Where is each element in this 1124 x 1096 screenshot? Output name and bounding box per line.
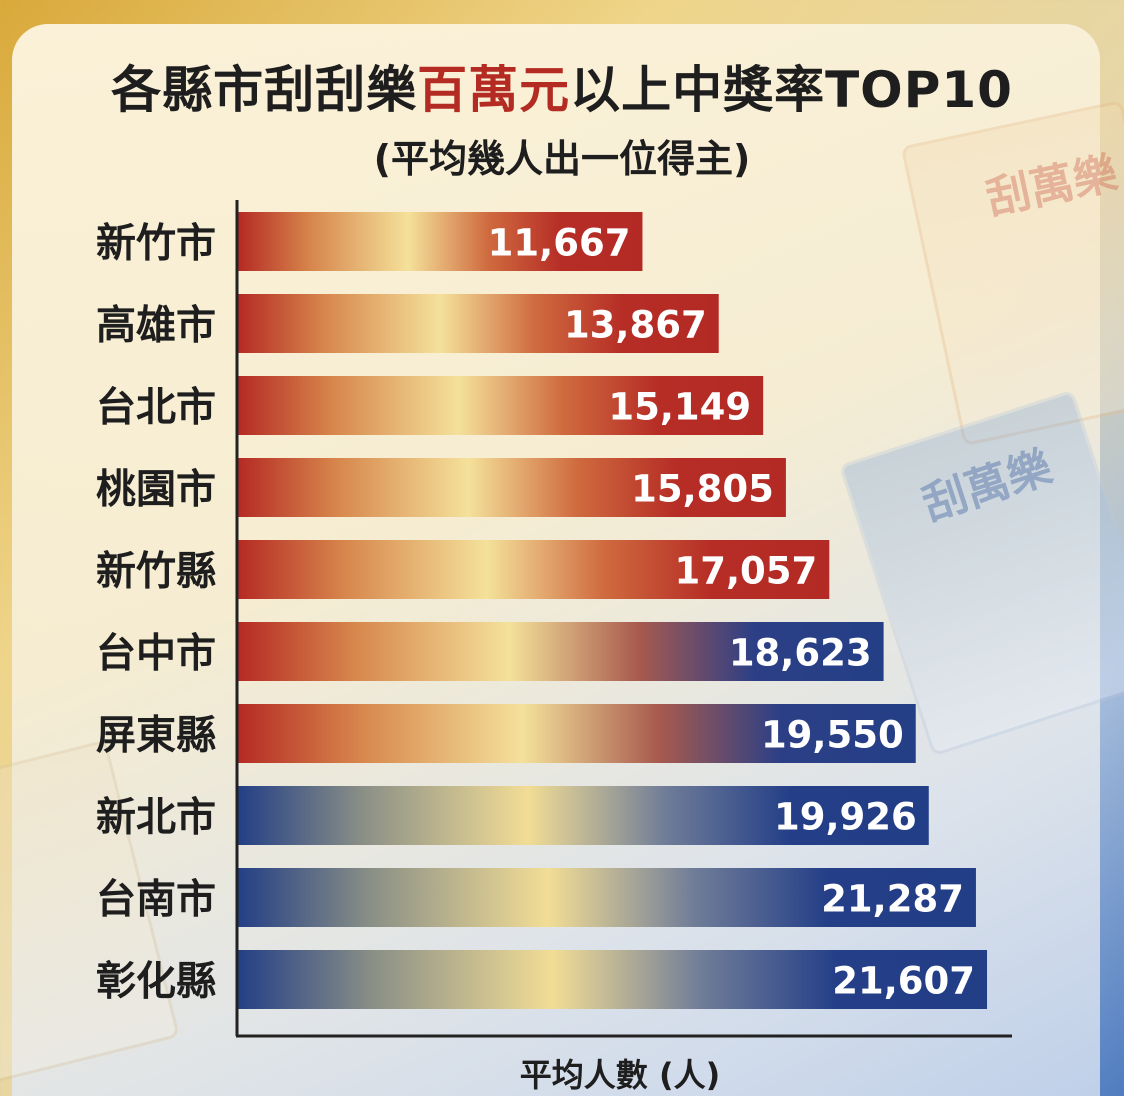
category-label: 新北市 (96, 795, 216, 841)
bar-9 (238, 868, 976, 927)
chart-title: 各縣市刮刮樂百萬元以上中獎率TOP10 (0, 50, 1124, 122)
category-label: 新竹縣 (96, 549, 216, 595)
bar-value-label: 15,149 (608, 386, 751, 429)
bar-3 (238, 376, 764, 435)
bar-value-label: 19,550 (761, 714, 904, 757)
bar-2 (238, 294, 719, 353)
category-label: 台中市 (96, 631, 216, 677)
x-axis-label: 平均人數 (人) (519, 1056, 721, 1094)
bar-value-label: 15,805 (631, 468, 774, 511)
category-label: 高雄市 (96, 303, 216, 349)
category-label: 桃園市 (96, 467, 216, 513)
chart-subtitle: (平均幾人出一位得主) (373, 137, 751, 181)
title-highlight: 百萬元 (417, 61, 571, 119)
bar-value-label: 21,607 (832, 960, 975, 1003)
title-suffix: 以上中獎率TOP10 (570, 61, 1013, 119)
bar-value-label: 17,057 (675, 550, 818, 593)
bar-10 (238, 950, 988, 1009)
bar-value-label: 21,287 (821, 878, 964, 921)
title-prefix: 各縣市刮刮樂 (111, 61, 418, 119)
bar-4 (238, 458, 786, 517)
category-label: 台南市 (96, 877, 216, 923)
bar-7 (238, 704, 916, 763)
category-label: 新竹市 (96, 221, 216, 267)
category-label: 台北市 (96, 385, 216, 431)
bar-value-label: 18,623 (729, 632, 872, 675)
bar-5 (238, 540, 830, 599)
bar-value-label: 11,667 (488, 222, 631, 265)
bar-6 (238, 622, 884, 681)
category-label: 彰化縣 (96, 959, 216, 1005)
category-label: 屏東縣 (96, 713, 216, 759)
bar-value-label: 13,867 (564, 304, 707, 347)
bar-1 (238, 212, 643, 271)
bar-value-label: 19,926 (774, 796, 917, 839)
bar-8 (238, 786, 929, 845)
